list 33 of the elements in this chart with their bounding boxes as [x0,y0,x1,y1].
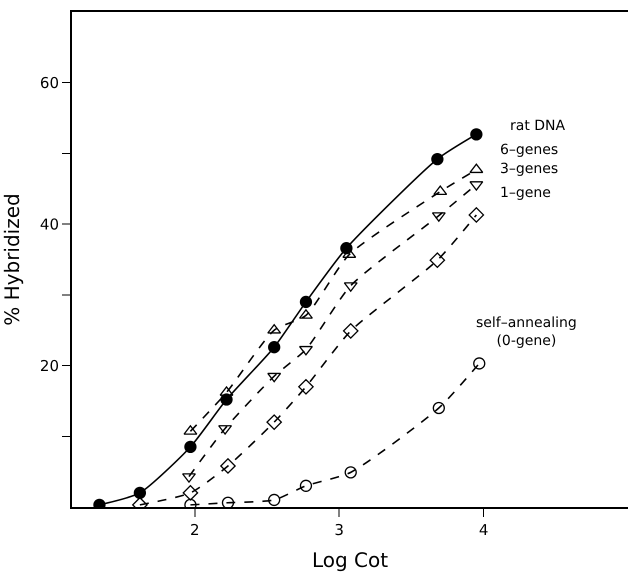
point [300,296,312,308]
x-axis-title: Log Cot [312,548,388,572]
point [430,252,446,268]
series-label: 6–genes [500,142,558,158]
point [433,185,448,196]
point [266,414,282,430]
x-tick-label: 4 [478,521,488,539]
series-label: 1–gene [500,185,551,201]
x-tick-label: 2 [190,521,200,539]
point [432,402,445,414]
x-tick-label: 3 [334,521,344,539]
point [220,458,236,474]
text: rat DNA [510,118,566,134]
point [268,341,280,354]
y-tick-label: 60 [40,74,59,92]
point [344,466,357,478]
point [342,323,359,339]
point [298,378,314,395]
point [182,485,198,501]
series-label: 3–genes [500,161,558,177]
point [470,128,483,140]
point [134,486,146,500]
series-label: self–annealing (0-gene) [476,315,577,350]
y-tick-label: 20 [40,356,59,375]
y-axis-title: % Hybridized [0,193,24,326]
point [222,496,234,507]
point [300,480,312,492]
y-tick-label: 40 [40,215,59,234]
point [268,494,280,506]
point [473,357,486,370]
point [468,207,484,223]
point [184,440,197,454]
point [431,152,444,166]
